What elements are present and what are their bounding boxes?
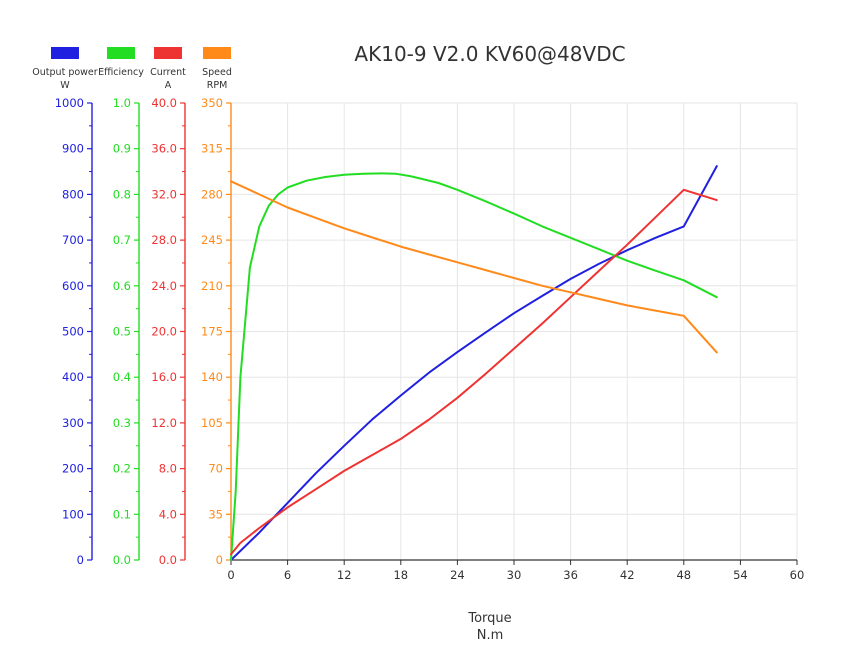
y-axis-current: 0.0 4.0 8.0 12.0 16.0 20.0 24.0 28.0 32.0 36.0 40.… — [151, 96, 186, 567]
y-tick-label: 0.3 — [113, 416, 131, 430]
legend-series-name: Current — [150, 67, 186, 78]
x-tick-label: 24 — [450, 568, 465, 582]
y-tick-label: 0.4 — [113, 370, 131, 384]
series-line-power — [230, 165, 718, 561]
y-tick-label: 1.0 — [113, 96, 131, 110]
x-axis-unit: N.m — [477, 628, 504, 643]
y-tick-label: 280 — [201, 187, 223, 201]
y-tick-label: 16.0 — [151, 370, 177, 384]
x-tick-label: 30 — [507, 568, 522, 582]
x-axis: 0 6 12 18 24 30 36 42 48 54 60 — [227, 559, 805, 582]
y-tick-label: 0.0 — [113, 553, 131, 567]
y-tick-label: 12.0 — [151, 416, 177, 430]
x-tick-label: 54 — [733, 568, 748, 582]
y-tick-label: 28.0 — [151, 233, 177, 247]
x-tick-label: 0 — [227, 568, 234, 582]
y-axis-eff: 0.0 0.1 0.2 0.3 0.4 0.5 0.6 0.7 0.8 0.9 1.0 — [113, 96, 140, 567]
y-axis-power: 0 100 200 300 400 500 600 700 800 900 1000 — [55, 96, 93, 567]
y-tick-label: 105 — [201, 416, 223, 430]
x-tick-label: 60 — [790, 568, 805, 582]
legend-series-name: Speed — [202, 67, 232, 78]
y-tick-label: 0.8 — [113, 187, 131, 201]
y-tick-label: 20.0 — [151, 325, 177, 339]
y-tick-label: 100 — [62, 507, 84, 521]
y-tick-label: 0 — [77, 553, 84, 567]
chart-title: AK10-9 V2.0 KV60@48VDC — [354, 42, 625, 66]
y-tick-label: 32.0 — [151, 187, 177, 201]
y-tick-label: 900 — [62, 142, 84, 156]
y-tick-label: 210 — [201, 279, 223, 293]
y-tick-label: 315 — [201, 142, 223, 156]
legend-series-unit: W — [60, 80, 70, 91]
y-tick-label: 140 — [201, 370, 223, 384]
y-tick-label: 245 — [201, 233, 223, 247]
y-tick-label: 0.0 — [159, 553, 177, 567]
series-line-eff — [230, 172, 718, 561]
x-tick-label: 48 — [676, 568, 691, 582]
legend-series-unit: RPM — [207, 80, 228, 91]
x-tick-label: 12 — [337, 568, 352, 582]
y-tick-label: 1000 — [55, 96, 84, 110]
y-tick-label: 0.9 — [113, 142, 131, 156]
y-tick-label: 700 — [62, 233, 84, 247]
legend-swatch — [203, 47, 231, 59]
x-tick-label: 36 — [563, 568, 578, 582]
legend-item-eff: Efficiency — [98, 47, 144, 78]
y-tick-label: 24.0 — [151, 279, 177, 293]
legend-item-power: Output power W — [32, 47, 98, 91]
y-tick-label: 36.0 — [151, 142, 177, 156]
y-tick-label: 0.7 — [113, 233, 131, 247]
y-tick-label: 35 — [208, 507, 223, 521]
x-tick-label: 18 — [393, 568, 408, 582]
legend-series-name: Output power — [32, 67, 97, 78]
legend-swatch — [107, 47, 135, 59]
legend-item-current: Current A — [150, 47, 186, 91]
y-tick-label: 400 — [62, 370, 84, 384]
legend-item-speed: Speed RPM — [202, 47, 232, 91]
y-tick-label: 800 — [62, 187, 84, 201]
x-tick-label: 6 — [284, 568, 291, 582]
y-tick-label: 0.6 — [113, 279, 131, 293]
y-tick-label: 0.1 — [113, 507, 131, 521]
x-tick-label: 42 — [620, 568, 635, 582]
legend-series-name: Efficiency — [98, 67, 144, 78]
grid — [231, 102, 798, 560]
y-tick-label: 175 — [201, 325, 223, 339]
y-tick-label: 0.5 — [113, 325, 131, 339]
series-line-speed — [230, 180, 718, 354]
y-tick-label: 40.0 — [151, 96, 177, 110]
y-tick-label: 350 — [201, 96, 223, 110]
y-tick-label: 8.0 — [159, 462, 177, 476]
y-axes: 010020030040050060070080090010000.00.10.… — [55, 96, 232, 567]
y-tick-label: 4.0 — [159, 507, 177, 521]
y-tick-label: 0.2 — [113, 462, 131, 476]
y-tick-label: 200 — [62, 462, 84, 476]
series-line-current — [230, 188, 718, 556]
legend-series-unit: A — [165, 80, 172, 91]
y-tick-label: 300 — [62, 416, 84, 430]
y-tick-label: 70 — [208, 462, 223, 476]
series-lines — [230, 165, 718, 561]
x-axis-label: Torque — [467, 611, 511, 626]
y-axis-speed: 0 35 70 105 140 175 210 245 280 315 350 — [201, 96, 232, 567]
y-tick-label: 600 — [62, 279, 84, 293]
legend: Output power W Efficiency Current A Speed RPM — [32, 47, 232, 91]
y-tick-label: 500 — [62, 325, 84, 339]
legend-swatch — [51, 47, 79, 59]
y-tick-label: 0 — [216, 553, 223, 567]
legend-swatch — [154, 47, 182, 59]
